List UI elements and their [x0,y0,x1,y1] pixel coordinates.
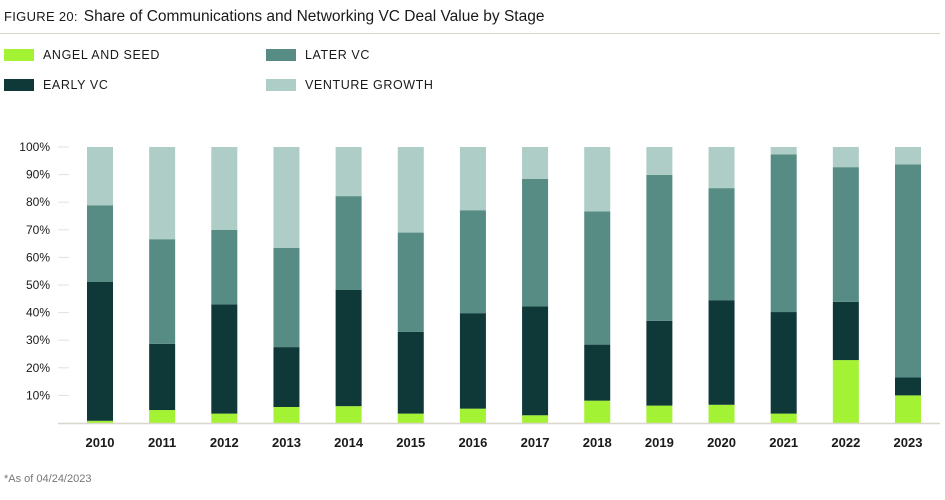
bar-segment-venture-growth [211,147,238,230]
x-tick-label: 2015 [396,435,425,450]
bar-segment-venture-growth [522,147,549,180]
bar-segment-angel-and-seed [273,406,300,423]
bar-segment-angel-and-seed [149,410,176,423]
bar-segment-angel-and-seed [770,413,797,423]
bar-segment-venture-growth [708,147,735,189]
bar-segment-venture-growth [584,147,611,212]
chart-title-text: Share of Communications and Networking V… [83,8,545,25]
x-tick-label: 2020 [707,435,736,450]
x-tick-label: 2022 [831,435,860,450]
bar-segment-angel-and-seed [459,408,486,423]
bar-segment-early-vc [149,343,176,411]
y-tick-label: 40% [26,306,50,320]
y-tick-label: 80% [26,195,50,209]
x-tick-label: 2013 [272,435,301,450]
bar-segment-angel-and-seed [87,420,113,423]
bar-segment-later-vc [87,205,113,282]
bar-segment-venture-growth [832,147,859,168]
legend-swatch [4,49,34,61]
bar-segment-early-vc [522,306,549,416]
bar-segment-later-vc [895,164,921,378]
bar-segment-later-vc [832,167,859,302]
x-tick-label: 2012 [210,435,239,450]
bar-segment-later-vc [584,211,611,345]
bar-segment-later-vc [708,188,735,301]
y-tick-label: 50% [26,278,50,292]
bar-segment-early-vc [895,377,921,396]
bar-segment-early-vc [335,289,362,407]
y-tick-label: 10% [26,388,50,402]
bar-segment-angel-and-seed [522,415,549,423]
x-tick-label: 2014 [334,435,364,450]
x-tick-label: 2021 [769,435,798,450]
chart-title: FIGURE 20: Share of Communications and Ne… [4,8,544,26]
bar-segment-angel-and-seed [335,406,362,423]
bar-segment-angel-and-seed [211,413,238,423]
x-tick-label: 2019 [645,435,674,450]
x-tick-label: 2023 [894,435,923,450]
bar-segment-venture-growth [273,147,300,249]
bar-segment-early-vc [273,347,300,407]
y-tick-label: 70% [26,223,50,237]
legend-label: VENTURE GROWTH [305,78,434,92]
bar-segment-early-vc [770,312,797,414]
x-tick-label: 2018 [583,435,612,450]
bar-segment-angel-and-seed [584,400,611,423]
bar-segment-angel-and-seed [895,395,921,423]
bar-segment-angel-and-seed [397,413,424,423]
bar-segment-venture-growth [397,147,424,233]
bar-segment-angel-and-seed [832,360,859,423]
legend-label: LATER VC [305,48,370,62]
bar-segment-later-vc [646,174,673,321]
figure-label: FIGURE 20: [4,9,78,24]
y-tick-label: 20% [26,361,50,375]
bar-segment-later-vc [522,179,549,307]
y-tick-label: 100% [19,140,50,154]
bar-segment-later-vc [397,232,424,332]
legend-swatch [4,79,34,91]
y-tick-label: 60% [26,250,50,264]
legend-later-vc: LATER VC [266,48,370,62]
x-tick-label: 2011 [148,435,176,450]
footnote: *As of 04/24/2023 [4,473,92,485]
bar-segment-later-vc [335,196,362,290]
legend-swatch [266,49,296,61]
legend-venture-growth: VENTURE GROWTH [266,78,434,92]
bar-segment-later-vc [459,210,486,314]
bar-segment-early-vc [87,281,113,421]
x-tick-label: 2010 [86,435,115,450]
bar-segment-early-vc [211,304,238,414]
bar-segment-early-vc [397,331,424,414]
legend-early-vc: EARLY VC [4,78,108,92]
x-tick-label: 2016 [458,435,487,450]
y-tick-label: 90% [26,168,50,182]
legend-label: EARLY VC [43,78,109,92]
bar-segment-later-vc [211,229,238,305]
bar-segment-venture-growth [149,147,176,240]
bar-segment-early-vc [459,313,486,409]
stacked-bar-chart: 10% 20% 30% 40% 50% 60% 70% 80% 90% 100% 2010 2011 2… [19,140,940,450]
bar-segment-early-vc [646,320,673,406]
bar-segment-early-vc [832,301,859,361]
legend-label: ANGEL AND SEED [43,48,160,62]
bar-segment-venture-growth [646,147,673,175]
bar-segment-venture-growth [459,147,486,211]
title-divider [0,33,940,34]
legend-angel-seed: ANGEL AND SEED [4,48,160,62]
y-tick-label: 30% [26,333,50,347]
bar-segment-angel-and-seed [646,405,673,423]
bar-segment-early-vc [708,300,735,405]
bar-segment-venture-growth [335,147,362,197]
bar-segment-later-vc [770,154,797,313]
bar-segment-later-vc [273,248,300,348]
bar-segment-venture-growth [87,147,113,206]
bar-segment-early-vc [584,344,611,401]
bar-segment-venture-growth [895,147,921,165]
legend-swatch [266,79,296,91]
bar-segment-angel-and-seed [708,404,735,423]
x-tick-label: 2017 [521,435,550,450]
bar-segment-later-vc [149,239,176,344]
bar-segment-venture-growth [770,147,797,155]
